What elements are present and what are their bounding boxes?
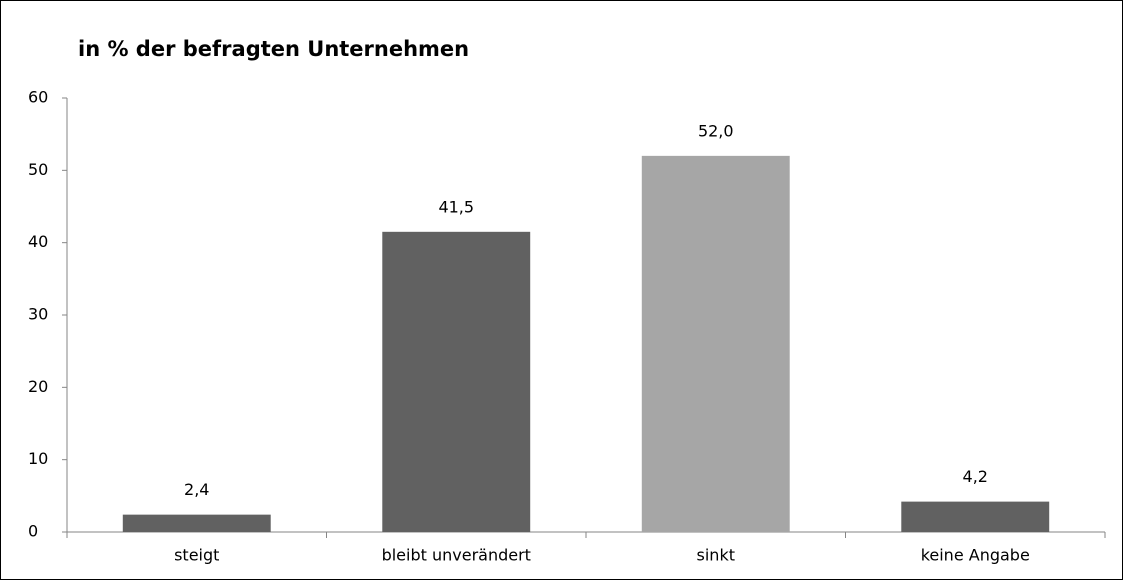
- bar: [901, 501, 1050, 532]
- value-label: 52,0: [698, 121, 734, 140]
- bar: [382, 231, 531, 533]
- value-label: 2,4: [184, 480, 209, 499]
- y-tick-label: 60: [28, 88, 48, 107]
- y-tick-label: 20: [28, 377, 48, 396]
- x-tick-label: steigt: [174, 546, 219, 565]
- bar: [122, 514, 271, 532]
- y-tick-label: 10: [28, 449, 48, 468]
- bar: [641, 155, 790, 532]
- value-label: 41,5: [438, 197, 474, 216]
- y-tick-label: 40: [28, 232, 48, 251]
- y-tick-label: 0: [28, 522, 38, 541]
- x-tick-label: bleibt unverändert: [382, 546, 531, 565]
- y-tick-label: 50: [28, 160, 48, 179]
- x-tick-label: keine Angabe: [921, 546, 1030, 565]
- value-label: 4,2: [963, 467, 988, 486]
- y-tick-label: 30: [28, 305, 48, 324]
- x-tick-label: sinkt: [697, 546, 735, 565]
- chart-title: in % der befragten Unternehmen: [78, 37, 469, 61]
